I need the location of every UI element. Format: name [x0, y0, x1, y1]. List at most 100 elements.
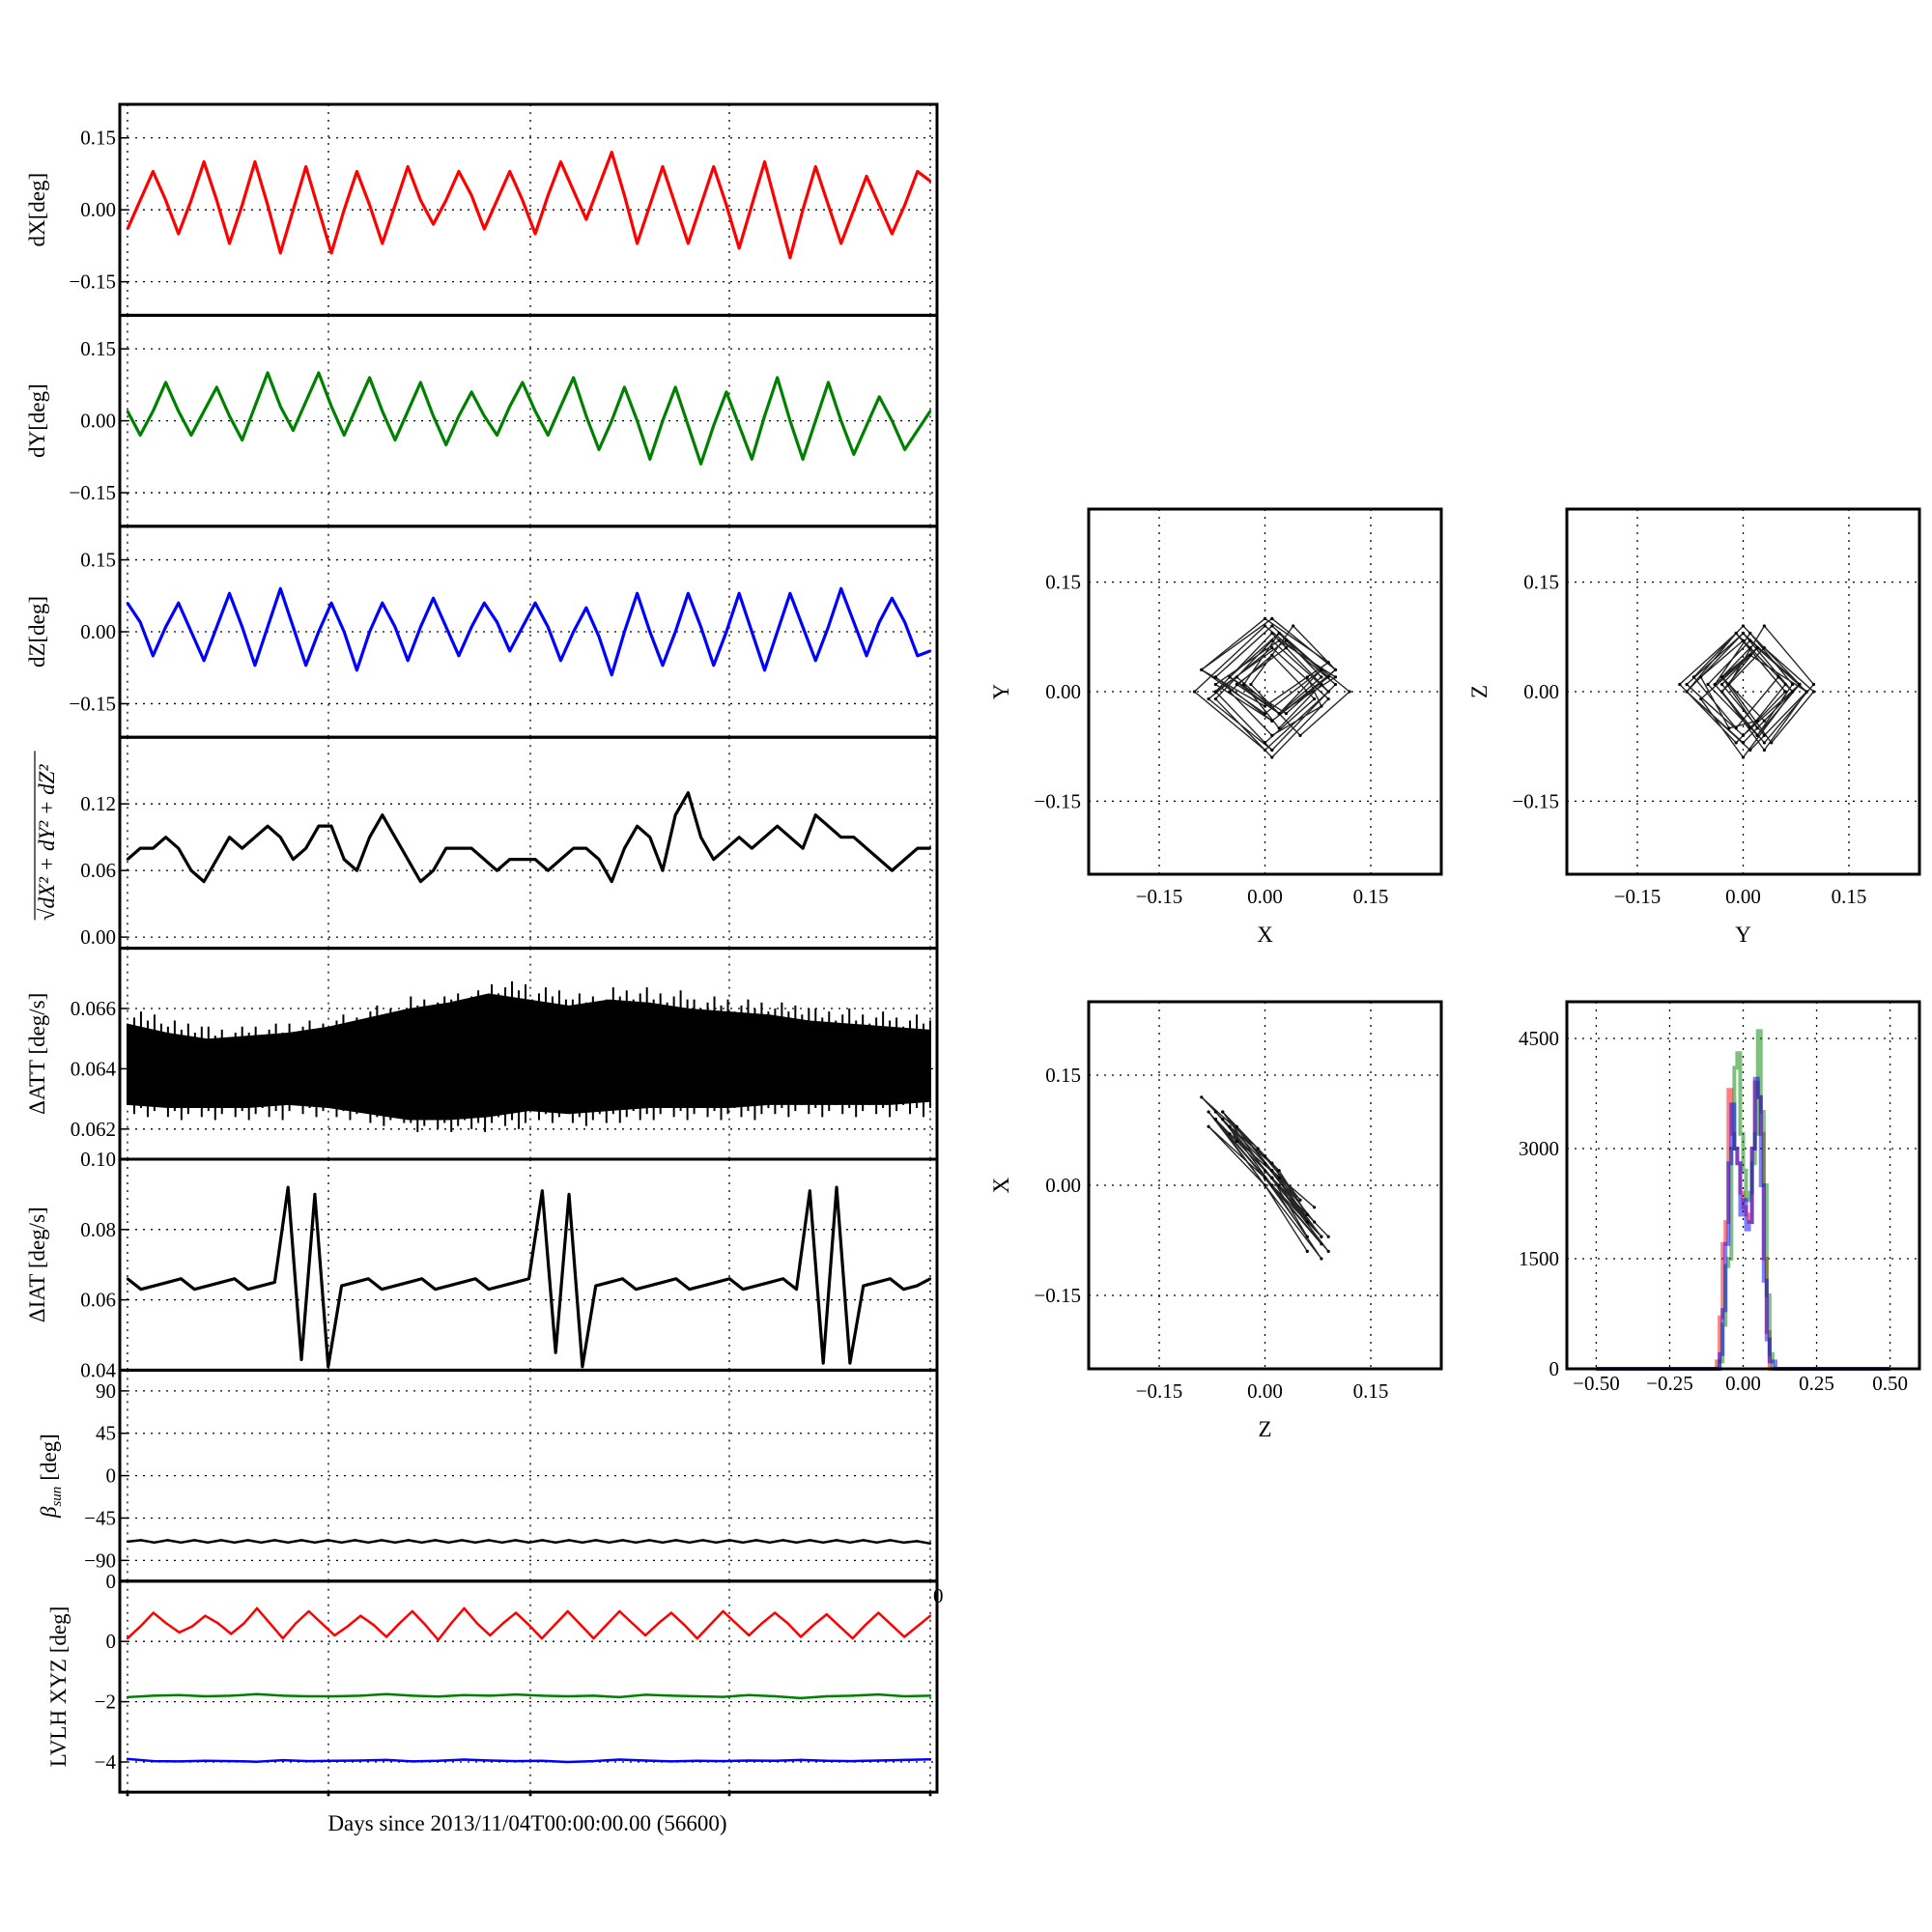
scatter-point [1305, 1212, 1309, 1216]
data-point [827, 381, 830, 384]
series-line-lvlh-2 [127, 1757, 931, 1764]
data-point [269, 1622, 271, 1625]
data-point [605, 1623, 609, 1627]
data-point [928, 649, 932, 653]
data-point [581, 1541, 584, 1545]
scatter-point [1762, 741, 1766, 745]
data-point [241, 846, 243, 850]
data-point [669, 1760, 673, 1763]
data-point [608, 1281, 611, 1284]
data-point [469, 846, 473, 850]
data-point [566, 1694, 569, 1698]
series-line-dX-0 [126, 151, 931, 260]
scatter-point [1326, 690, 1330, 694]
data-point [865, 424, 868, 427]
scatter-point [1263, 1169, 1267, 1173]
data-point [916, 654, 920, 658]
data-point [266, 371, 270, 375]
data-point [437, 1695, 440, 1698]
scatter-point [1284, 712, 1288, 716]
data-point [164, 836, 167, 838]
data-point [304, 165, 307, 168]
scatter-point [1235, 1139, 1238, 1143]
data-point [559, 858, 562, 861]
data-point [687, 242, 690, 245]
scatter-point [1270, 616, 1274, 621]
data-point [673, 630, 677, 634]
data-point [916, 846, 920, 850]
data-point [631, 1622, 634, 1625]
data-point [737, 592, 741, 595]
data-point [533, 232, 537, 236]
data-point [411, 1694, 414, 1697]
data-point [393, 836, 397, 838]
data-point [508, 170, 511, 173]
data-point [359, 1759, 362, 1762]
data-point [825, 1759, 828, 1762]
scatter-point [1256, 1147, 1260, 1151]
data-point [381, 813, 384, 816]
data-point [189, 434, 193, 437]
axes-frame [118, 735, 939, 951]
data-point [572, 189, 575, 192]
data-point [246, 1288, 249, 1291]
scatter-xy: −0.15 0.00 0.15 0.15 0.00 −0.15 X Y [989, 507, 1443, 947]
panel-lvlh: 0 0 −2 −4 LVLH XYZ [deg] 0 Days since 2013/11/… [46, 1570, 944, 1835]
data-point [889, 1539, 892, 1542]
data-point [618, 1695, 621, 1699]
axes-frame [1565, 507, 1921, 876]
data-point [126, 410, 129, 412]
ylabel: X [989, 1177, 1013, 1193]
data-point [514, 1611, 518, 1614]
data-point [281, 1758, 285, 1762]
data-point [230, 1633, 233, 1635]
plot-area [126, 1539, 932, 1546]
data-point [496, 620, 498, 624]
data-point [618, 1758, 621, 1761]
data-point [457, 414, 461, 417]
ytick-label: 0.00 [80, 410, 116, 433]
data-point [406, 858, 410, 861]
data-point [189, 199, 193, 202]
data-point [189, 868, 193, 872]
xlabel: Days since 2013/11/04T00:00:00.00 (56600… [327, 1811, 726, 1835]
data-point [407, 1281, 411, 1284]
ytick-label: −2 [95, 1690, 116, 1714]
data-point [865, 654, 868, 658]
data-point [673, 204, 677, 207]
data-point [126, 858, 129, 861]
data-point [554, 1351, 557, 1354]
scatter-point [1270, 1183, 1274, 1187]
data-point [928, 1694, 932, 1697]
scatter-point [1326, 1249, 1330, 1253]
data-point [801, 458, 805, 461]
scatter-zx: −0.15 0.00 0.15 0.15 0.00 −0.15 Z X [989, 1000, 1443, 1441]
xlabel: Z [1258, 1417, 1271, 1441]
data-point [547, 194, 550, 197]
data-point [461, 1281, 464, 1284]
data-point [635, 1541, 638, 1545]
series-line-dZ-0 [126, 586, 931, 677]
ytick-label: 0.06 [80, 1289, 116, 1312]
ylabel: dZ[deg] [25, 596, 49, 668]
data-point [915, 1540, 919, 1543]
scatter-point [1277, 1169, 1281, 1173]
data-point [164, 199, 167, 202]
data-point [611, 151, 613, 154]
data-point [848, 1361, 852, 1365]
data-point [647, 1284, 651, 1288]
data-point [393, 204, 397, 207]
data-point [865, 846, 868, 850]
data-point [273, 1281, 276, 1284]
data-point [152, 170, 155, 173]
data-point [153, 1541, 156, 1545]
data-point [299, 1358, 303, 1361]
data-point [814, 813, 817, 816]
series-line-dY-0 [126, 371, 932, 466]
data-point [572, 846, 575, 850]
ytick-label: 0.15 [80, 337, 116, 360]
data-point [527, 1623, 530, 1627]
panel-dX: 0.15 0.00 −0.15 dX[deg] [25, 102, 939, 317]
scatter-point [1320, 1257, 1323, 1261]
data-point [839, 242, 842, 245]
